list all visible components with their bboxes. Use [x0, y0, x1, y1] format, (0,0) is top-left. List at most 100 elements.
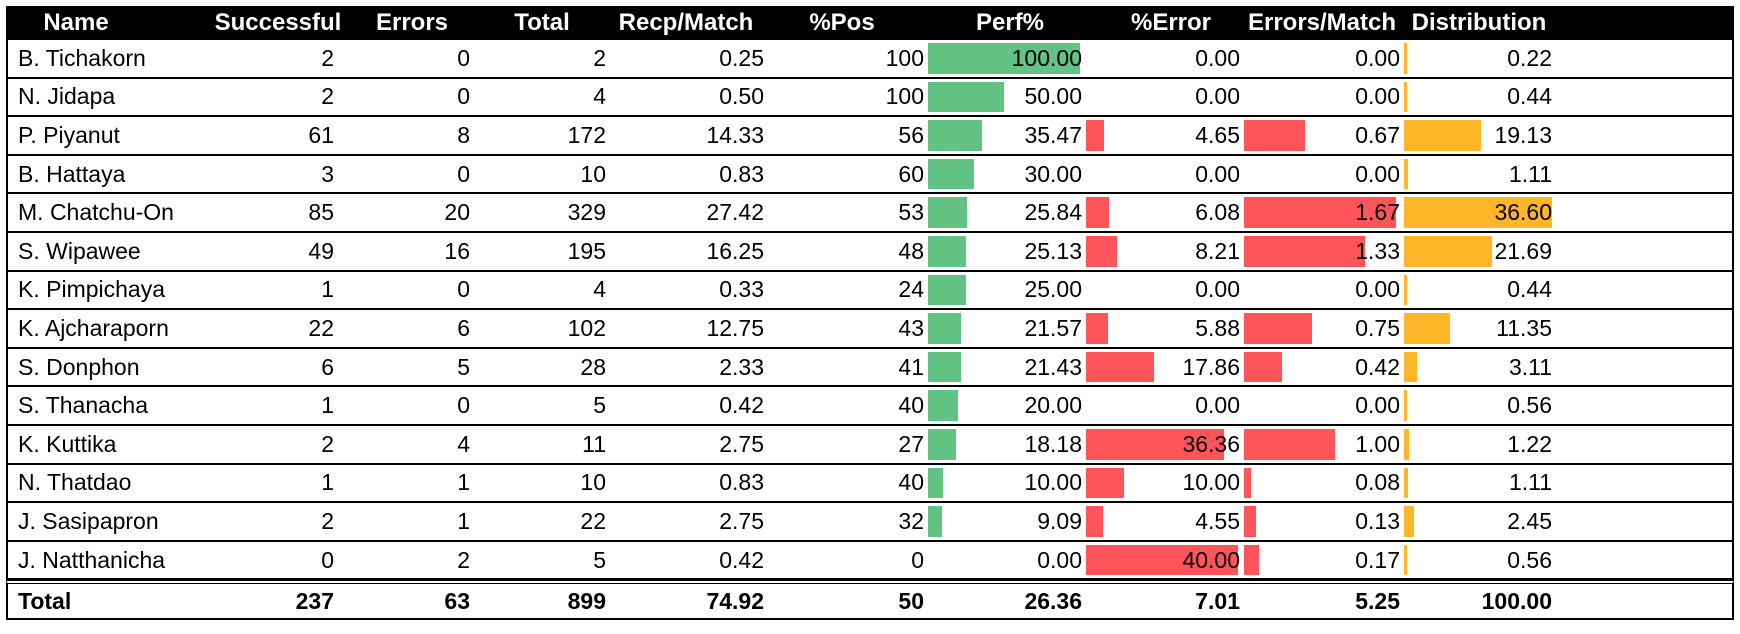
cell-error-pct[interactable]: 0.00 [1086, 40, 1244, 77]
cell-successful[interactable]: 2 [218, 426, 338, 463]
cell-pos[interactable]: 32 [768, 503, 928, 540]
cell-recp-match[interactable]: 0.42 [610, 542, 768, 579]
cell-pos[interactable]: 40 [768, 465, 928, 502]
cell-distribution[interactable]: 0.44 [1404, 272, 1556, 309]
cell-errors-match[interactable]: 1.33 [1244, 233, 1404, 270]
cell-error-pct[interactable]: 0.00 [1086, 79, 1244, 116]
cell-name[interactable]: S. Thanacha [8, 387, 218, 424]
cell-recp-match[interactable]: 16.25 [610, 233, 768, 270]
cell-perf[interactable]: 21.57 [928, 310, 1086, 347]
cell-total[interactable]: 11 [474, 426, 610, 463]
cell-perf[interactable]: 0.00 [928, 542, 1086, 579]
cell-errors-match[interactable]: 0.67 [1244, 117, 1404, 154]
cell-total[interactable]: 102 [474, 310, 610, 347]
cell-errors[interactable]: 0 [338, 40, 474, 77]
cell-distribution[interactable]: 36.60 [1404, 194, 1556, 231]
cell-recp-match[interactable]: 74.92 [610, 584, 768, 618]
cell-pos[interactable]: 60 [768, 156, 928, 193]
cell-name[interactable]: B. Hattaya [8, 156, 218, 193]
cell-perf[interactable]: 20.00 [928, 387, 1086, 424]
cell-distribution[interactable]: 3.11 [1404, 349, 1556, 386]
cell-name[interactable]: K. Kuttika [8, 426, 218, 463]
cell-successful[interactable]: 61 [218, 117, 338, 154]
cell-errors[interactable]: 63 [338, 584, 474, 618]
cell-errors-match[interactable]: 0.00 [1244, 272, 1404, 309]
cell-total[interactable]: 4 [474, 272, 610, 309]
header-error-pct[interactable]: %Error [1130, 9, 1212, 36]
cell-pos[interactable]: 24 [768, 272, 928, 309]
cell-errors[interactable]: 0 [338, 272, 474, 309]
cell-recp-match[interactable]: 12.75 [610, 310, 768, 347]
table-row[interactable]: K. Pimpichaya 1 0 4 0.33 24 25.00 0.00 0.00 0.44 [8, 272, 1732, 311]
cell-distribution[interactable]: 100.00 [1404, 584, 1556, 618]
cell-total[interactable]: 195 [474, 233, 610, 270]
cell-errors-match[interactable]: 0.75 [1244, 310, 1404, 347]
header-errors-match[interactable]: Errors/Match [1247, 9, 1397, 36]
cell-errors-match[interactable]: 1.00 [1244, 426, 1404, 463]
cell-errors-match[interactable]: 0.08 [1244, 465, 1404, 502]
table-row[interactable]: B. Tichakorn 2 0 2 0.25 100 100.00 0.00 0.00 0.22 [8, 40, 1732, 79]
cell-error-pct[interactable]: 8.21 [1086, 233, 1244, 270]
cell-distribution[interactable]: 19.13 [1404, 117, 1556, 154]
cell-pos[interactable]: 56 [768, 117, 928, 154]
cell-errors[interactable]: 5 [338, 349, 474, 386]
cell-pos[interactable]: 100 [768, 79, 928, 116]
cell-name[interactable]: S. Donphon [8, 349, 218, 386]
cell-errors[interactable]: 0 [338, 387, 474, 424]
cell-errors-match[interactable]: 0.00 [1244, 79, 1404, 116]
cell-successful[interactable]: 1 [218, 387, 338, 424]
table-row[interactable]: N. Jidapa 2 0 4 0.50 100 50.00 0.00 0.00 0.44 [8, 79, 1732, 118]
cell-successful[interactable]: 22 [218, 310, 338, 347]
cell-error-pct[interactable]: 0.00 [1086, 272, 1244, 309]
cell-error-pct[interactable]: 4.55 [1086, 503, 1244, 540]
cell-successful[interactable]: 49 [218, 233, 338, 270]
cell-errors[interactable]: 1 [338, 503, 474, 540]
table-row[interactable]: K. Ajcharaporn 22 6 102 12.75 43 21.57 5.88 0.75… [8, 310, 1732, 349]
cell-recp-match[interactable]: 2.33 [610, 349, 768, 386]
cell-errors-match[interactable]: 0.00 [1244, 156, 1404, 193]
cell-perf[interactable]: 26.36 [928, 584, 1086, 618]
header-successful[interactable]: Successful [214, 9, 342, 36]
cell-distribution[interactable]: 0.44 [1404, 79, 1556, 116]
cell-recp-match[interactable]: 2.75 [610, 503, 768, 540]
cell-pos[interactable]: 40 [768, 387, 928, 424]
cell-distribution[interactable]: 0.22 [1404, 40, 1556, 77]
table-row[interactable]: S. Donphon 6 5 28 2.33 41 21.43 17.86 0.42 3.11 [8, 349, 1732, 388]
cell-errors-match[interactable]: 0.00 [1244, 40, 1404, 77]
cell-name[interactable]: B. Tichakorn [8, 40, 218, 77]
header-distribution[interactable]: Distribution [1411, 9, 1547, 36]
cell-errors-match[interactable]: 0.17 [1244, 542, 1404, 579]
cell-total[interactable]: 28 [474, 349, 610, 386]
table-row[interactable]: S. Thanacha 1 0 5 0.42 40 20.00 0.00 0.00 0.56 [8, 387, 1732, 426]
cell-total[interactable]: 5 [474, 387, 610, 424]
cell-name[interactable]: Total [8, 584, 218, 618]
header-name[interactable]: Name [43, 9, 109, 36]
cell-name[interactable]: N. Thatdao [8, 465, 218, 502]
cell-successful[interactable]: 1 [218, 272, 338, 309]
cell-total[interactable]: 172 [474, 117, 610, 154]
cell-perf[interactable]: 25.84 [928, 194, 1086, 231]
cell-error-pct[interactable]: 6.08 [1086, 194, 1244, 231]
cell-total[interactable]: 10 [474, 156, 610, 193]
cell-total[interactable]: 10 [474, 465, 610, 502]
cell-name[interactable]: J. Natthanicha [8, 542, 218, 579]
cell-distribution[interactable]: 2.45 [1404, 503, 1556, 540]
cell-error-pct[interactable]: 4.65 [1086, 117, 1244, 154]
cell-errors[interactable]: 0 [338, 156, 474, 193]
cell-recp-match[interactable]: 0.83 [610, 465, 768, 502]
cell-successful[interactable]: 2 [218, 40, 338, 77]
cell-perf[interactable]: 9.09 [928, 503, 1086, 540]
cell-error-pct[interactable]: 17.86 [1086, 349, 1244, 386]
cell-error-pct[interactable]: 40.00 [1086, 542, 1244, 579]
cell-errors[interactable]: 20 [338, 194, 474, 231]
cell-recp-match[interactable]: 0.33 [610, 272, 768, 309]
cell-name[interactable]: P. Piyanut [8, 117, 218, 154]
cell-name[interactable]: M. Chatchu-On [8, 194, 218, 231]
cell-pos[interactable]: 50 [768, 584, 928, 618]
cell-total[interactable]: 329 [474, 194, 610, 231]
cell-perf[interactable]: 50.00 [928, 79, 1086, 116]
cell-pos[interactable]: 100 [768, 40, 928, 77]
cell-total[interactable]: 5 [474, 542, 610, 579]
cell-pos[interactable]: 43 [768, 310, 928, 347]
cell-distribution[interactable]: 21.69 [1404, 233, 1556, 270]
